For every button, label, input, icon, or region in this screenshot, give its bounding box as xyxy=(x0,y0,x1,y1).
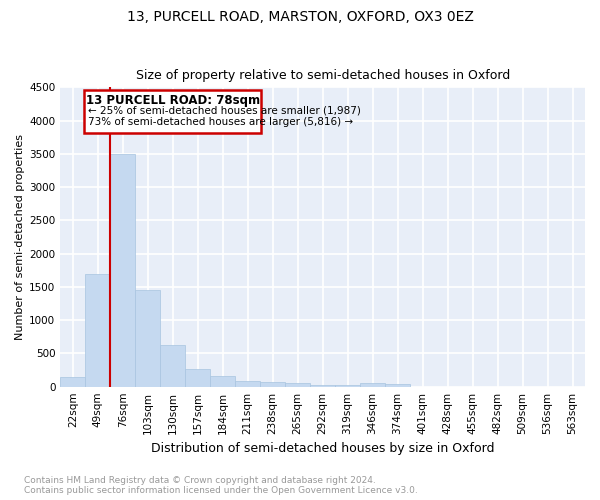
Bar xyxy=(160,346,185,387)
Bar xyxy=(60,376,85,386)
Text: ← 25% of semi-detached houses are smaller (1,987): ← 25% of semi-detached houses are smalle… xyxy=(88,106,361,116)
Bar xyxy=(84,90,262,133)
Title: Size of property relative to semi-detached houses in Oxford: Size of property relative to semi-detach… xyxy=(136,69,510,82)
Bar xyxy=(260,382,285,386)
Bar xyxy=(110,154,135,386)
Bar xyxy=(210,376,235,386)
Bar xyxy=(360,384,385,386)
Y-axis label: Number of semi-detached properties: Number of semi-detached properties xyxy=(15,134,25,340)
Text: Contains HM Land Registry data © Crown copyright and database right 2024.
Contai: Contains HM Land Registry data © Crown c… xyxy=(24,476,418,495)
Bar xyxy=(285,384,310,386)
Text: 73% of semi-detached houses are larger (5,816) →: 73% of semi-detached houses are larger (… xyxy=(88,116,353,126)
Text: 13, PURCELL ROAD, MARSTON, OXFORD, OX3 0EZ: 13, PURCELL ROAD, MARSTON, OXFORD, OX3 0… xyxy=(127,10,473,24)
Bar xyxy=(185,368,210,386)
X-axis label: Distribution of semi-detached houses by size in Oxford: Distribution of semi-detached houses by … xyxy=(151,442,494,455)
Bar xyxy=(135,290,160,386)
Bar xyxy=(310,384,335,386)
Bar xyxy=(235,380,260,386)
Bar xyxy=(85,274,110,386)
Bar xyxy=(385,384,410,386)
Text: 13 PURCELL ROAD: 78sqm: 13 PURCELL ROAD: 78sqm xyxy=(86,94,260,107)
